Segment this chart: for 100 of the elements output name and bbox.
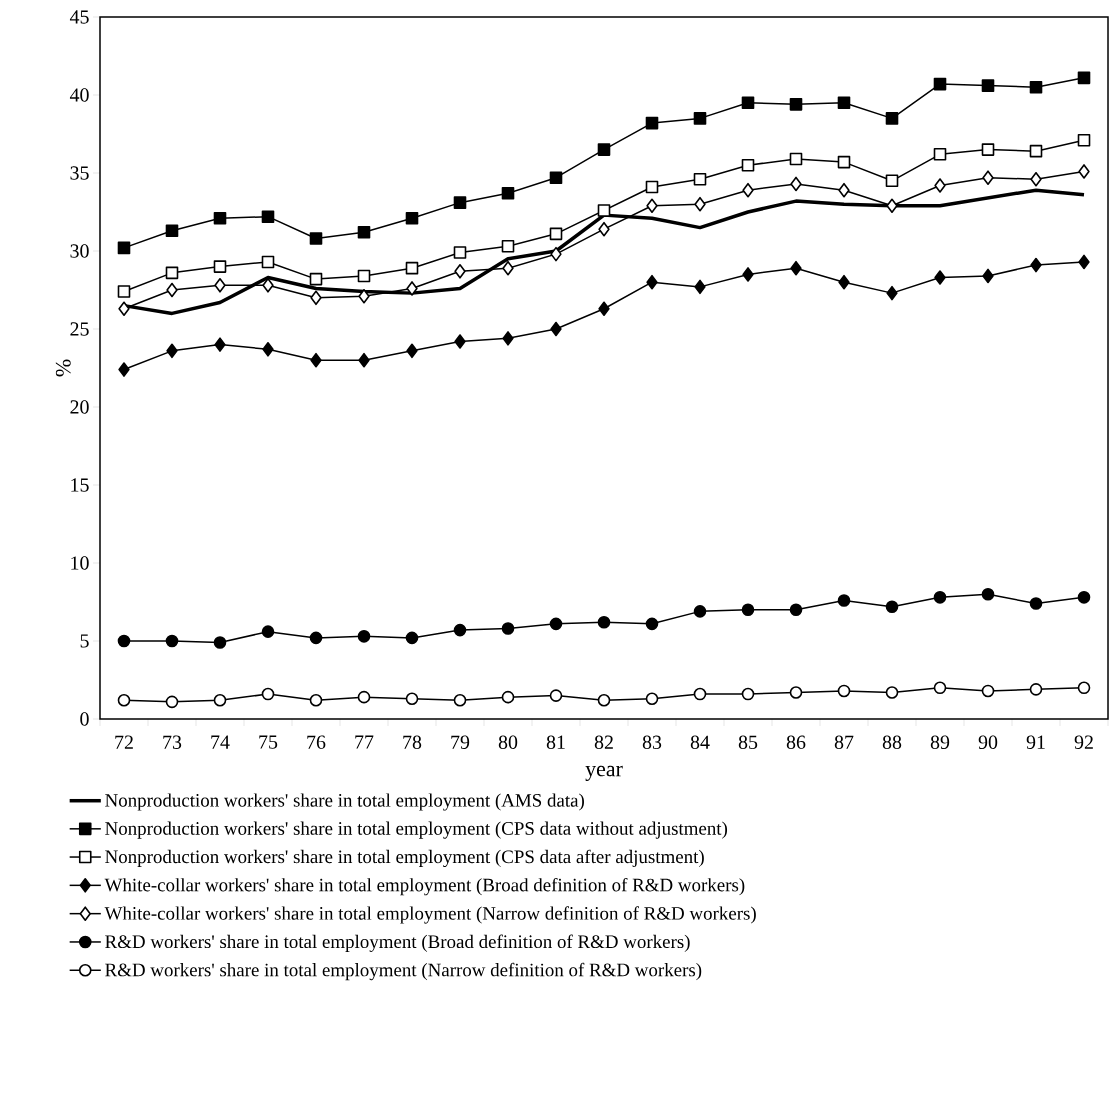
point xyxy=(885,112,899,125)
point xyxy=(165,695,179,709)
x-axis-title: year xyxy=(585,765,623,781)
point xyxy=(406,343,418,359)
x-tick-label: 76 xyxy=(307,735,326,749)
point xyxy=(933,681,947,695)
point xyxy=(405,692,419,706)
point xyxy=(261,255,275,269)
point xyxy=(1029,144,1043,158)
point xyxy=(453,623,467,637)
point xyxy=(549,227,563,241)
y-tick-label: 35 xyxy=(70,166,89,180)
x-tick-label: 74 xyxy=(211,735,230,749)
point xyxy=(309,272,323,286)
point xyxy=(645,116,659,130)
point xyxy=(837,96,851,110)
point xyxy=(597,143,611,156)
point xyxy=(550,321,562,337)
point xyxy=(741,603,755,617)
point xyxy=(453,246,467,259)
point xyxy=(693,687,707,701)
legend-label: White-collar workers' share in total employment (Broad definition of R&D workers) xyxy=(104,877,745,896)
point xyxy=(309,631,323,645)
x-tick-label: 75 xyxy=(259,735,278,749)
point xyxy=(1029,80,1043,94)
point xyxy=(789,152,803,166)
point xyxy=(838,274,850,290)
y-tick-label: 0 xyxy=(80,712,89,726)
point xyxy=(454,334,466,349)
x-tick-label: 90 xyxy=(978,735,998,749)
x-tick-label: 92 xyxy=(1074,735,1093,749)
x-tick-label: 83 xyxy=(642,735,662,749)
point xyxy=(357,225,371,239)
y-axis-title: % xyxy=(55,359,71,377)
x-tick-label: 80 xyxy=(498,735,518,749)
y-tick-label: 10 xyxy=(71,556,89,570)
x-tick-label: 91 xyxy=(1026,735,1045,749)
point xyxy=(885,686,899,699)
point xyxy=(1078,254,1090,270)
y-tick-label: 40 xyxy=(69,88,89,102)
point xyxy=(981,587,995,601)
point xyxy=(645,617,659,631)
x-tick-label: 79 xyxy=(451,735,470,749)
point xyxy=(357,690,371,704)
point xyxy=(694,279,706,295)
point xyxy=(117,285,131,298)
x-tick-label: 72 xyxy=(115,735,133,749)
point xyxy=(117,693,131,707)
point xyxy=(741,158,755,172)
point xyxy=(454,263,466,279)
point xyxy=(885,600,899,613)
legend-label: Nonproduction workers' share in total employment (CPS data after adjustment) xyxy=(105,849,704,868)
point xyxy=(742,267,754,282)
point xyxy=(886,198,898,214)
point xyxy=(165,224,179,238)
point xyxy=(1029,683,1043,696)
point xyxy=(213,260,227,273)
point xyxy=(981,143,995,156)
point xyxy=(214,278,226,293)
y-tick-label: 15 xyxy=(71,478,89,492)
point xyxy=(933,147,947,161)
point xyxy=(502,331,514,346)
point xyxy=(501,622,515,635)
point xyxy=(501,186,515,200)
point xyxy=(1077,71,1091,85)
point xyxy=(885,174,899,188)
point xyxy=(693,605,707,618)
point xyxy=(933,591,947,604)
x-tick-label: 78 xyxy=(403,735,422,749)
legend-label: R&D workers' share in total employment (Narrow definition of R&D workers) xyxy=(105,962,702,981)
point xyxy=(934,178,946,193)
legend-label: R&D workers' share in total employment (Broad definition of R&D workers) xyxy=(105,934,690,952)
point xyxy=(598,221,610,237)
point xyxy=(789,98,803,111)
point xyxy=(981,684,995,698)
point xyxy=(358,352,370,368)
point xyxy=(597,693,611,707)
point xyxy=(646,198,658,214)
point xyxy=(694,196,706,212)
x-tick-label: 86 xyxy=(786,735,806,749)
point xyxy=(501,690,515,704)
point xyxy=(645,180,659,194)
point xyxy=(1077,133,1091,147)
point xyxy=(453,196,467,209)
point xyxy=(886,285,898,301)
point xyxy=(453,693,467,707)
point xyxy=(261,687,275,701)
legend-label: Nonproduction workers' share in total employment (CPS data without adjustment) xyxy=(105,821,728,839)
x-tick-label: 81 xyxy=(546,735,565,749)
point xyxy=(117,634,131,648)
point xyxy=(405,631,419,645)
point xyxy=(1077,591,1091,604)
point xyxy=(742,182,754,198)
point xyxy=(549,689,563,702)
point xyxy=(790,176,802,192)
point xyxy=(837,155,851,169)
point xyxy=(213,211,227,225)
point xyxy=(693,112,707,125)
point xyxy=(118,362,130,377)
point xyxy=(309,232,323,245)
